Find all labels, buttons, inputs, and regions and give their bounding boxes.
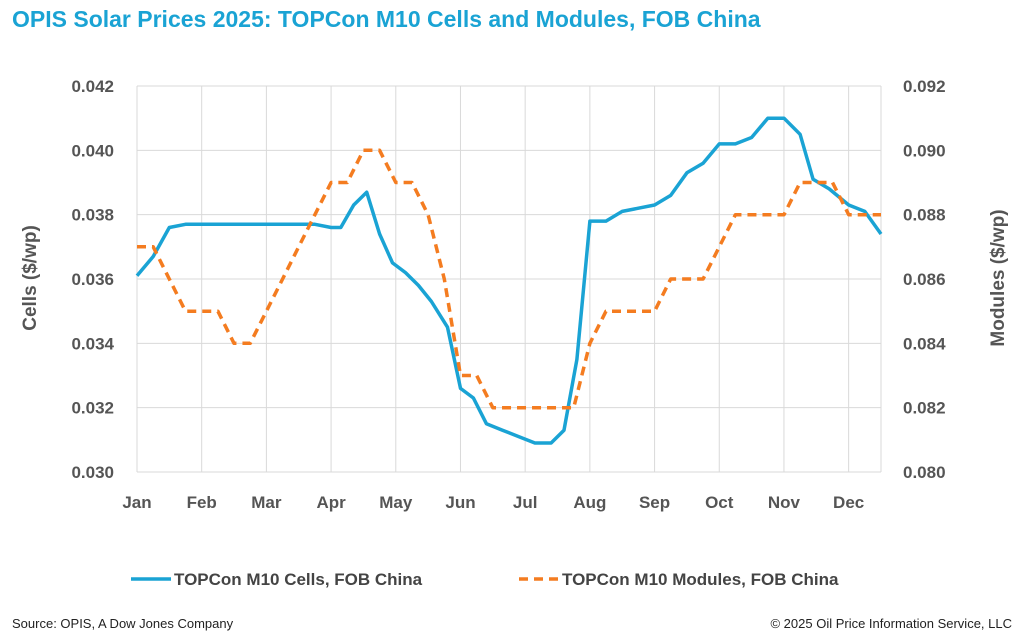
chart-title: OPIS Solar Prices 2025: TOPCon M10 Cells… xyxy=(12,6,761,32)
x-tick-label: Aug xyxy=(573,493,606,512)
left-axis-label: Cells ($/wp) xyxy=(20,225,41,331)
right-tick-label: 0.080 xyxy=(903,463,946,482)
right-tick-label: 0.086 xyxy=(903,270,946,289)
x-tick-label: Feb xyxy=(187,493,217,512)
right-axis-ticks: 0.080 0.082 0.084 0.086 0.088 0.090 0.092 xyxy=(903,77,946,482)
right-tick-label: 0.082 xyxy=(903,399,946,418)
right-tick-label: 0.092 xyxy=(903,77,946,96)
x-axis-ticks: Jan Feb Mar Apr May Jun Jul Aug Sep Oct Nov Dec xyxy=(122,493,864,512)
x-tick-label: Oct xyxy=(705,493,734,512)
x-tick-label: Mar xyxy=(251,493,282,512)
x-tick-label: Jun xyxy=(445,493,475,512)
source-note: Source: OPIS, A Dow Jones Company xyxy=(12,616,234,631)
x-tick-label: Sep xyxy=(639,493,670,512)
left-tick-label: 0.038 xyxy=(71,206,114,225)
series-lines xyxy=(135,116,883,445)
legend: TOPCon M10 Cells, FOB China TOPCon M10 Mo… xyxy=(131,570,839,589)
left-tick-label: 0.030 xyxy=(71,463,114,482)
left-tick-label: 0.032 xyxy=(71,399,114,418)
left-tick-label: 0.034 xyxy=(71,334,114,353)
left-axis-ticks: 0.030 0.032 0.034 0.036 0.038 0.040 0.042 xyxy=(71,77,114,482)
left-tick-label: 0.036 xyxy=(71,270,114,289)
cells-series-line xyxy=(135,116,883,445)
x-tick-label: Jan xyxy=(122,493,151,512)
x-tick-label: Jul xyxy=(513,493,538,512)
left-tick-label: 0.042 xyxy=(71,77,114,96)
right-tick-label: 0.084 xyxy=(903,334,946,353)
x-tick-label: May xyxy=(379,493,413,512)
right-tick-label: 0.088 xyxy=(903,206,946,225)
legend-label-cells: TOPCon M10 Cells, FOB China xyxy=(174,570,423,589)
gridlines xyxy=(136,85,882,473)
x-tick-label: Dec xyxy=(833,493,864,512)
modules-series-line xyxy=(137,148,881,410)
right-tick-label: 0.090 xyxy=(903,141,946,160)
x-tick-label: Nov xyxy=(768,493,801,512)
legend-label-modules: TOPCon M10 Modules, FOB China xyxy=(562,570,839,589)
x-tick-label: Apr xyxy=(316,493,346,512)
right-axis-label: Modules ($/wp) xyxy=(988,209,1009,346)
copyright-note: © 2025 Oil Price Information Service, LL… xyxy=(770,616,1012,631)
left-tick-label: 0.040 xyxy=(71,141,114,160)
